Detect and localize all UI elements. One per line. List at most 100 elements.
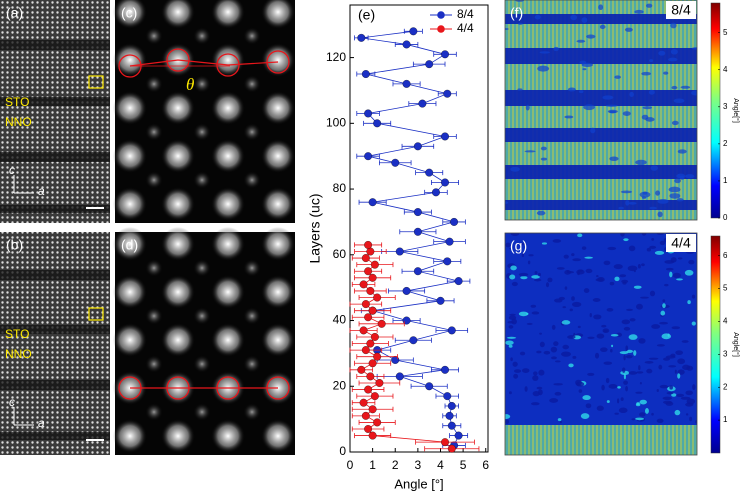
map-speck	[532, 375, 539, 381]
map-speck	[600, 347, 608, 353]
stem-image	[0, 0, 110, 223]
map-speck	[636, 371, 644, 374]
map-speck	[623, 373, 626, 380]
map-speck	[526, 322, 533, 325]
data-point	[364, 109, 373, 118]
map-speck	[510, 265, 517, 271]
map-speck	[531, 275, 540, 279]
data-point	[391, 158, 400, 167]
map-speck	[665, 267, 674, 271]
legend-label: 8/4	[457, 7, 474, 21]
data-point	[402, 40, 411, 49]
map-speck	[515, 0, 525, 2]
data-point	[357, 365, 366, 374]
data-point	[373, 119, 382, 128]
map-speck	[596, 405, 604, 411]
map-speck	[552, 239, 562, 243]
low-band	[505, 128, 697, 142]
map-speck	[534, 14, 541, 20]
atom-column	[113, 187, 147, 221]
colorbar-tick-label: 0	[723, 213, 728, 222]
map-speck	[641, 263, 645, 267]
map-speck	[625, 354, 633, 359]
data-point	[409, 27, 418, 36]
atom-column	[211, 323, 245, 357]
map-speck	[642, 106, 653, 110]
map-speck	[645, 408, 649, 414]
panel-label: (f)	[510, 5, 523, 21]
map-speck	[509, 247, 513, 250]
map-speck	[513, 369, 522, 373]
map-speck	[567, 335, 576, 339]
data-point	[361, 70, 370, 78]
data-point	[373, 293, 382, 302]
colorbar-tick-label: 1	[723, 415, 728, 424]
map-speck	[595, 278, 604, 282]
map-speck	[649, 59, 654, 63]
map-speck	[567, 87, 576, 92]
map-speck	[545, 282, 550, 288]
x-axis-title: Angle [°]	[394, 476, 443, 491]
map-speck	[607, 109, 618, 114]
map-speck	[626, 349, 634, 353]
atom-column	[161, 323, 195, 357]
stem-image	[0, 232, 110, 455]
map-speck	[606, 400, 610, 404]
map-speck	[539, 341, 545, 348]
map-speck	[539, 51, 550, 54]
atom-column	[261, 43, 295, 77]
atom-column	[161, 187, 195, 221]
map-speck	[518, 311, 529, 317]
map-speck	[625, 345, 629, 352]
map-speck	[659, 321, 668, 325]
atom-column	[243, 171, 261, 189]
map-speck	[601, 384, 605, 391]
map-speck	[634, 9, 644, 14]
map-speck	[584, 256, 593, 259]
map-speck	[672, 272, 681, 278]
x-tick-label: 1	[369, 458, 376, 472]
fit-line	[129, 59, 279, 67]
map-speck	[510, 357, 513, 362]
map-speck	[578, 90, 584, 94]
map-speck	[533, 278, 542, 282]
data-point	[364, 152, 373, 161]
data-point	[413, 227, 422, 236]
map-speck	[649, 245, 657, 249]
map-speck	[506, 336, 517, 339]
map-speck	[581, 246, 587, 250]
map-speck	[537, 272, 541, 277]
map-speck	[677, 358, 686, 365]
map-speck	[510, 166, 520, 172]
map-speck	[531, 402, 540, 406]
map-speck	[645, 3, 653, 8]
axis-label: c	[9, 395, 15, 409]
map-speck	[568, 363, 574, 368]
map-speck	[669, 193, 681, 199]
atom-column	[113, 275, 147, 309]
atom-column	[211, 0, 245, 29]
map-speck	[540, 146, 547, 151]
map-speck	[680, 396, 691, 400]
x-tick-label: 6	[482, 458, 489, 472]
dark-band	[0, 205, 110, 213]
map-speck	[579, 60, 587, 65]
map-speck	[605, 104, 618, 107]
map-speck	[522, 368, 530, 373]
map-speck	[649, 206, 658, 210]
map-speck	[620, 233, 625, 237]
map-speck	[607, 246, 617, 251]
map-tag: 4/4	[671, 235, 691, 251]
map-speck	[625, 385, 628, 392]
map-speck	[646, 247, 652, 252]
map-speck	[508, 391, 512, 395]
map-speck	[627, 265, 638, 272]
data-point	[370, 333, 379, 341]
map-speck	[553, 383, 563, 386]
data-point	[361, 300, 370, 309]
map-speck	[668, 186, 681, 193]
map-speck	[656, 344, 665, 347]
data-point	[443, 257, 452, 266]
map-speck	[570, 14, 578, 21]
atom-column	[161, 227, 195, 261]
